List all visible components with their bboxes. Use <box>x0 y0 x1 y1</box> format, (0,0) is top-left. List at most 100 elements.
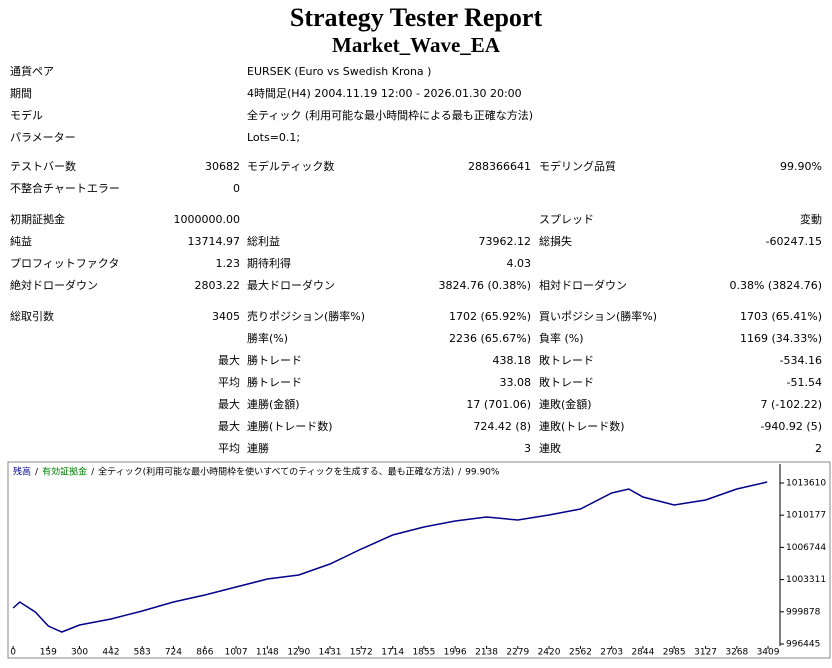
legend-entry: 有効証拠金 <box>42 466 87 478</box>
stat-value: 変動 <box>800 212 822 226</box>
stat-value: 438.18 <box>493 354 532 367</box>
stat-value: 2 <box>815 442 822 455</box>
info-value: EURSEK (Euro vs Swedish Krona ) <box>247 65 431 78</box>
stat-value: 1703 (65.41%) <box>740 310 822 323</box>
stat-value: 0 <box>233 182 240 195</box>
stat-label: 不整合チャートエラー <box>10 181 120 195</box>
info-label: 期間 <box>10 87 32 100</box>
stat-label: モデリング品質 <box>539 159 616 173</box>
x-tick-label: 0 <box>10 648 16 658</box>
x-tick-label: 1290 <box>287 648 310 658</box>
stat-label: 連敗(金額) <box>539 397 592 411</box>
info-label: パラメーター <box>10 131 76 144</box>
stat-label: 相対ドローダウン <box>539 278 627 292</box>
stat-value: -534.16 <box>780 354 822 367</box>
y-tick-label: 1010177 <box>786 511 826 521</box>
x-tick-label: 3268 <box>725 648 748 658</box>
x-tick-label: 2985 <box>663 648 686 658</box>
y-tick-label: 1013610 <box>786 478 826 488</box>
stat-value: 724.42 (8) <box>473 420 531 433</box>
stat-label: スプレッド <box>539 213 594 226</box>
stat-label: 売りポジション(勝率%) <box>247 309 365 323</box>
stat-label: 初期証拠金 <box>10 212 65 226</box>
stat-value: 99.90% <box>780 160 822 173</box>
stat-value: 17 (701.06) <box>466 398 531 411</box>
stat-value: 4.03 <box>507 257 532 270</box>
legend-separator: / <box>35 468 39 478</box>
stat-label: 買いポジション(勝率%) <box>539 309 657 323</box>
x-tick-label: 1996 <box>444 648 467 658</box>
x-tick-label: 1007 <box>225 648 248 658</box>
stat-label: 最大ドローダウン <box>247 278 335 292</box>
balance-line <box>12 481 768 633</box>
stat-label: 勝トレード <box>247 353 302 367</box>
x-tick-label: 2703 <box>600 648 623 658</box>
stat-value: 最大 <box>218 353 240 367</box>
info-value: 全ティック (利用可能な最小時間枠による最も正確な方法) <box>247 108 533 122</box>
x-tick-label: 2420 <box>538 648 561 658</box>
stat-value: 1.23 <box>216 257 241 270</box>
stat-value: 288366641 <box>468 160 531 173</box>
stat-value: 13714.97 <box>188 235 241 248</box>
stat-value: -60247.15 <box>766 235 822 248</box>
stat-label: 期待利得 <box>247 256 291 270</box>
stat-value: 3824.76 (0.38%) <box>438 279 531 292</box>
report-subtitle: Market_Wave_EA <box>332 33 501 57</box>
legend-entry: 99.90% <box>465 468 500 478</box>
info-label: 通貨ペア <box>10 64 54 78</box>
stat-label: モデルティック数 <box>247 159 334 173</box>
stat-value: 3 <box>524 442 531 455</box>
stat-label: 純益 <box>10 234 32 248</box>
stat-value: -940.92 (5) <box>760 420 822 433</box>
x-tick-label: 300 <box>71 648 88 658</box>
x-tick-label: 1148 <box>256 648 279 658</box>
stat-value: 30682 <box>205 160 240 173</box>
stat-label: プロフィットファクタ <box>10 257 119 270</box>
x-tick-label: 2844 <box>631 648 654 658</box>
x-tick-label: 2279 <box>506 648 529 658</box>
chart-frame <box>7 461 831 659</box>
x-tick-label: 866 <box>196 648 213 658</box>
x-tick-label: 442 <box>102 648 119 658</box>
y-tick-label: 1006744 <box>786 543 826 553</box>
stat-label: 連勝(金額) <box>247 397 300 411</box>
x-tick-label: 2138 <box>475 648 498 658</box>
stat-label: 勝率(%) <box>247 331 288 345</box>
y-tick-label: 1003311 <box>786 575 826 585</box>
y-tick-label: 996445 <box>786 640 820 650</box>
stat-label: 総損失 <box>539 234 572 248</box>
legend-entry: 全ティック(利用可能な最小時間枠を使いすべてのティックを生成する、最も正確な方法… <box>98 466 454 478</box>
legend-entry: 残高 <box>13 466 31 478</box>
x-tick-label: 1855 <box>412 648 435 658</box>
legend-separator: / <box>91 468 95 478</box>
stat-value: 最大 <box>218 397 240 411</box>
x-tick-label: 3409 <box>757 648 780 658</box>
stat-label: 敗トレード <box>539 353 594 367</box>
stat-label: 負率 (%) <box>539 331 584 345</box>
x-tick-label: 583 <box>134 648 151 658</box>
stat-value: 2236 (65.67%) <box>449 332 531 345</box>
stat-label: 連勝 <box>247 441 269 455</box>
x-tick-label: 159 <box>40 648 57 658</box>
stat-label: テストバー数 <box>10 160 76 173</box>
stat-label: 総利益 <box>247 234 280 248</box>
stat-value: 最大 <box>218 419 240 433</box>
x-tick-label: 2562 <box>569 648 592 658</box>
stat-value: 73962.12 <box>479 235 532 248</box>
stat-label: 敗トレード <box>539 375 594 389</box>
info-value: 4時間足(H4) 2004.11.19 12:00 - 2026.01.30 2… <box>247 87 522 100</box>
legend-separator: / <box>458 468 462 478</box>
stat-label: 連敗(トレード数) <box>539 419 625 433</box>
info-value: Lots=0.1; <box>247 131 300 144</box>
stat-value: 平均 <box>218 376 240 389</box>
report-title: Strategy Tester Report <box>290 3 543 32</box>
stat-value: 1702 (65.92%) <box>449 310 531 323</box>
stat-value: 1000000.00 <box>174 213 240 226</box>
stat-value: 7 (-102.22) <box>760 398 822 411</box>
x-tick-label: 724 <box>165 648 182 658</box>
stat-value: 1169 (34.33%) <box>740 332 822 345</box>
x-tick-label: 3127 <box>694 648 717 658</box>
stat-label: 連敗 <box>539 441 561 455</box>
